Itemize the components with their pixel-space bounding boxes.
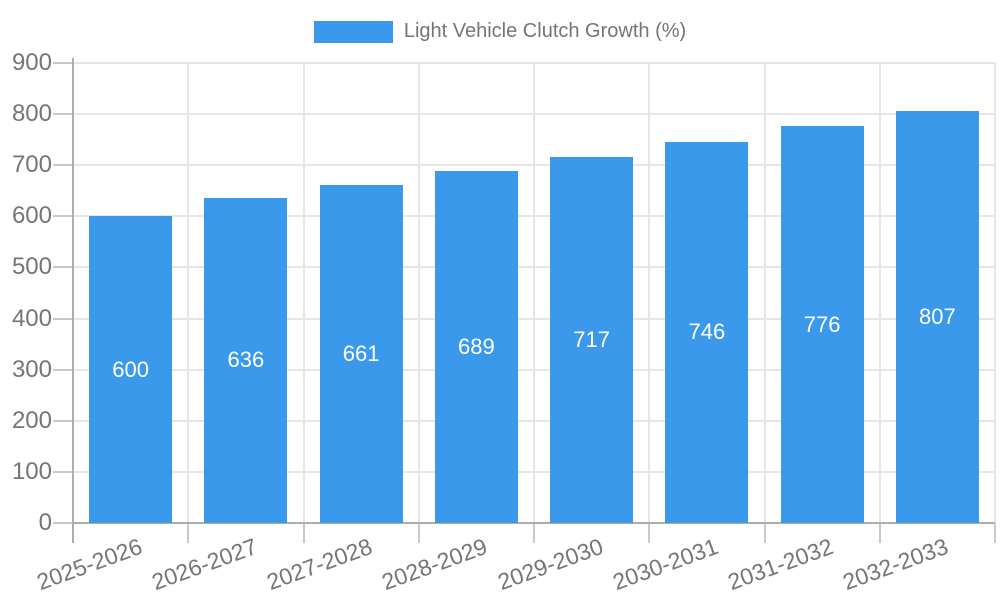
bar-value-label: 746 xyxy=(688,319,726,345)
bar[interactable] xyxy=(895,110,979,523)
y-tick-label: 0 xyxy=(38,509,52,536)
legend-label: Light Vehicle Clutch Growth (%) xyxy=(403,20,687,42)
y-tick-label: 800 xyxy=(11,100,52,128)
x-axis-tick xyxy=(72,523,74,543)
v-gridline xyxy=(648,63,651,523)
y-axis-tick xyxy=(53,215,73,218)
y-axis-tick xyxy=(53,317,73,320)
bar[interactable] xyxy=(434,170,518,523)
y-tick-label: 200 xyxy=(11,406,52,434)
x-axis-tick xyxy=(187,523,190,543)
x-axis-tick xyxy=(648,523,651,543)
y-tick-label: 700 xyxy=(11,151,52,179)
y-axis-tick xyxy=(53,266,73,269)
legend-item[interactable]: Light Vehicle Clutch Growth (%) xyxy=(313,20,687,43)
y-tick-label: 400 xyxy=(11,304,52,332)
y-axis-tick xyxy=(53,368,73,371)
bar-value-label: 636 xyxy=(227,347,265,373)
v-gridline xyxy=(533,63,535,523)
x-axis-tick xyxy=(763,523,766,543)
bar-value-label: 600 xyxy=(112,356,149,382)
bar-value-label: 807 xyxy=(919,303,956,329)
legend-swatch xyxy=(313,20,393,43)
bar[interactable] xyxy=(204,197,288,523)
v-gridline xyxy=(994,63,996,523)
v-gridline xyxy=(187,63,190,523)
v-gridline xyxy=(763,63,766,523)
y-tick-label: 100 xyxy=(11,457,52,485)
bar-value-label: 776 xyxy=(803,311,841,337)
v-gridline xyxy=(302,63,305,523)
x-axis-tick xyxy=(302,523,305,543)
y-tick-label: 600 xyxy=(11,202,52,230)
y-tick-label: 300 xyxy=(11,355,52,383)
bar[interactable] xyxy=(550,156,634,523)
bar-value-label: 661 xyxy=(342,341,380,367)
bar-value-label: 717 xyxy=(573,326,610,352)
y-axis-tick xyxy=(53,522,73,524)
bar[interactable] xyxy=(780,126,864,523)
y-axis-tick xyxy=(53,113,73,116)
y-axis-tick xyxy=(53,62,73,64)
bar[interactable] xyxy=(319,185,403,523)
y-tick-label: 900 xyxy=(11,49,52,76)
bar-value-label: 689 xyxy=(458,333,495,359)
x-axis-tick xyxy=(878,523,881,543)
legend: Light Vehicle Clutch Growth (%) xyxy=(0,20,1000,43)
x-axis-line xyxy=(73,522,995,524)
x-axis-tick xyxy=(533,523,535,543)
x-axis-tick xyxy=(994,523,996,543)
y-axis-tick xyxy=(53,470,73,473)
x-axis-tick xyxy=(417,523,420,543)
y-axis-tick xyxy=(53,164,73,167)
y-axis-tick xyxy=(53,419,73,422)
y-axis-line xyxy=(72,58,74,523)
v-gridline xyxy=(878,63,881,523)
bar[interactable] xyxy=(89,216,173,523)
y-tick-label: 500 xyxy=(11,253,52,281)
bar[interactable] xyxy=(665,141,749,523)
v-gridline xyxy=(417,63,420,523)
